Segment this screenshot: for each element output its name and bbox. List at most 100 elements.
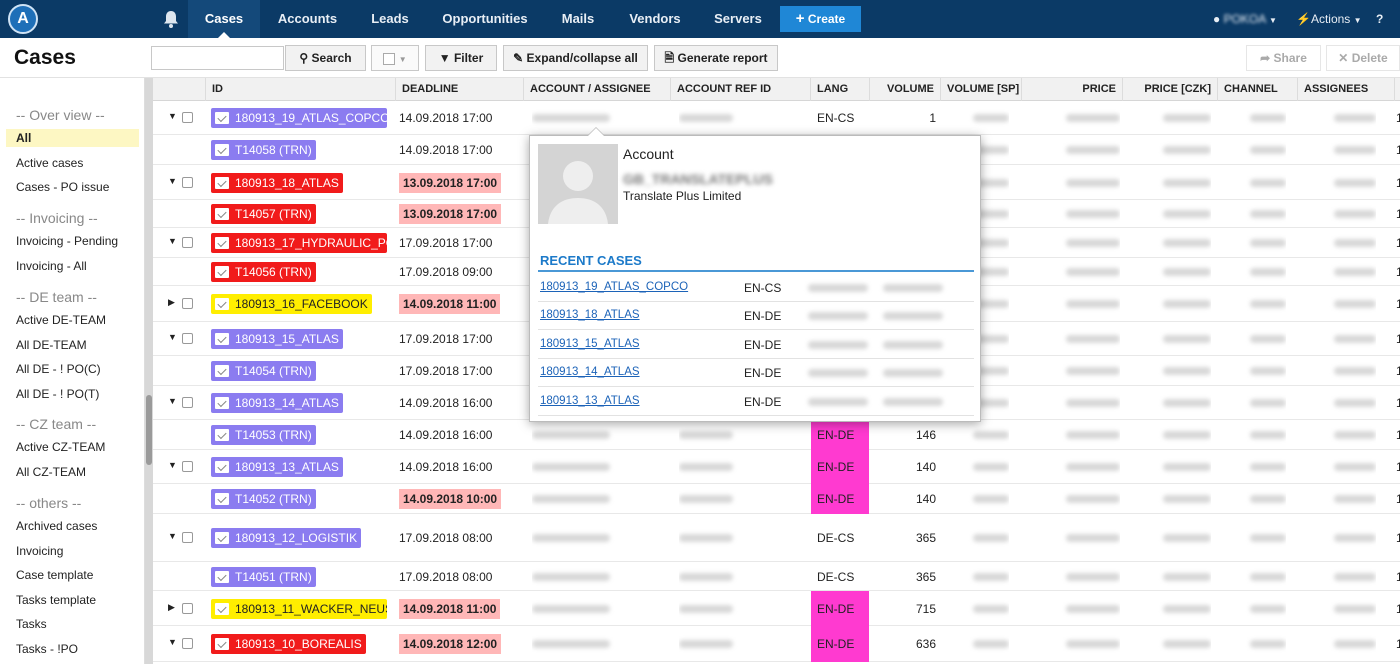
case-id-link[interactable]: 180913_14_ATLAS xyxy=(211,393,343,413)
recent-case-link[interactable]: 180913_13_ATLAS xyxy=(540,395,640,407)
column-header-volume[interactable]: VOLUME xyxy=(870,78,941,101)
column-header-account-ref-id[interactable]: ACCOUNT REF ID xyxy=(671,78,811,101)
sidebar-item-all-cz-team[interactable]: All CZ-TEAM xyxy=(16,464,86,479)
sidebar-item-tasks[interactable]: Tasks xyxy=(16,617,47,631)
sidebar-item-all-de-po-t[interactable]: All DE - ! PO(T) xyxy=(16,386,100,401)
expand-collapse-button[interactable]: ✎ Expand/collapse all xyxy=(503,45,648,71)
sidebar-item-cases-po-issue[interactable]: Cases - PO issue xyxy=(16,180,110,194)
case-id-link[interactable]: 180913_18_ATLAS xyxy=(211,172,343,193)
case-id-link[interactable]: 180913_13_ATLAS xyxy=(211,457,343,477)
case-id-link[interactable]: T14053 (TRN) xyxy=(211,425,316,445)
caret-down-icon[interactable]: ▼ xyxy=(168,637,177,647)
account-name[interactable]: GB_TRANSLATEPLUS xyxy=(623,171,773,187)
sidebar-item-active-cases[interactable]: Active cases xyxy=(16,155,84,170)
column-header-price-czk[interactable]: PRICE [CZK] xyxy=(1123,78,1218,101)
sidebar-item-tasks-template[interactable]: Tasks template xyxy=(16,592,97,607)
search-input[interactable] xyxy=(151,46,284,70)
filter-button[interactable]: ▼ Filter xyxy=(425,45,497,71)
row-checkbox[interactable] xyxy=(182,602,193,614)
sidebar-item-all[interactable]: All xyxy=(6,129,139,147)
sidebar-item-all-de-team[interactable]: All DE-TEAM xyxy=(16,337,87,352)
caret-down-icon[interactable]: ▼ xyxy=(168,175,177,186)
case-id-link[interactable]: T14054 (TRN) xyxy=(211,361,316,381)
recent-case-link[interactable]: 180913_18_ATLAS xyxy=(540,309,640,321)
caret-down-icon[interactable]: ▼ xyxy=(168,236,177,246)
case-id-link[interactable]: T14057 (TRN) xyxy=(211,204,316,224)
caret-down-icon[interactable]: ▼ xyxy=(168,332,177,342)
row-checkbox[interactable] xyxy=(182,298,193,309)
sidebar-item-invoicing-all[interactable]: Invoicing - All xyxy=(16,258,87,273)
column-header-lang[interactable]: LANG xyxy=(811,78,870,101)
nav-cases[interactable]: Cases xyxy=(188,0,260,38)
caret-right-icon[interactable]: ▶ xyxy=(168,297,175,307)
nav-mails[interactable]: Mails xyxy=(561,11,595,26)
case-id-link[interactable]: T14052 (TRN) xyxy=(211,489,316,509)
column-header-channel[interactable]: CHANNEL xyxy=(1218,78,1298,101)
caret-down-icon[interactable]: ▼ xyxy=(168,531,177,541)
caret-down-icon[interactable]: ▼ xyxy=(168,460,177,470)
caret-right-icon[interactable]: ▶ xyxy=(168,601,175,612)
case-id-link[interactable]: 180913_15_ATLAS xyxy=(211,329,343,349)
sidebar-scrollbar[interactable] xyxy=(145,78,153,664)
help-menu[interactable]: ? He xyxy=(1376,0,1400,64)
sidebar-item-invoicing[interactable]: Invoicing xyxy=(16,543,64,558)
case-id-link[interactable]: 180913_12_LOGISTIK xyxy=(211,528,362,548)
column-header-account-assignee[interactable]: ACCOUNT / ASSIGNEE xyxy=(524,78,671,101)
row-checkbox[interactable] xyxy=(182,397,193,408)
table-row[interactable]: T14051 (TRN) 17.09.2018 08:00 DE-CS 365 1 xyxy=(153,562,1400,591)
case-id-link[interactable]: T14051 (TRN) xyxy=(211,566,316,587)
column-header-volume-sp[interactable]: VOLUME [SP] xyxy=(941,78,1022,101)
sidebar-item-all-de-po-c[interactable]: All DE - ! PO(C) xyxy=(16,362,101,376)
delete-button[interactable]: ✕ Delete xyxy=(1326,45,1400,71)
create-button[interactable]: + Create xyxy=(780,6,861,32)
row-checkbox[interactable] xyxy=(182,112,193,123)
row-checkbox[interactable] xyxy=(182,237,193,248)
sidebar-item-active-cz-team[interactable]: Active CZ-TEAM xyxy=(16,440,106,454)
case-id-link[interactable]: 180913_10_BOREALIS xyxy=(211,634,366,654)
nav-servers[interactable]: Servers xyxy=(714,11,762,26)
bell-icon[interactable] xyxy=(160,9,182,29)
table-row[interactable]: ▶ 180913_11_WACKER_NEUS 14.09.2018 11:00 EN… xyxy=(153,591,1400,626)
row-checkbox[interactable] xyxy=(182,461,193,472)
nav-accounts[interactable]: Accounts xyxy=(277,11,338,26)
column-header-assignees[interactable]: ASSIGNEES xyxy=(1298,78,1395,101)
sidebar-item-archived-cases[interactable]: Archived cases xyxy=(16,519,98,533)
column-header-w[interactable]: W xyxy=(1395,78,1400,101)
row-checkbox[interactable] xyxy=(182,532,193,543)
case-id-link[interactable]: T14056 (TRN) xyxy=(211,262,316,282)
sidebar-item-tasks-po[interactable]: Tasks - !PO xyxy=(16,641,79,656)
actions-menu[interactable]: ⚡Actions ▼ xyxy=(1296,0,1362,38)
case-id-link[interactable]: 180913_16_FACEBOOK xyxy=(211,294,372,314)
table-row[interactable]: ▼ 180913_12_LOGISTIK 17.09.2018 08:00 DE-CS… xyxy=(153,514,1400,562)
table-row[interactable]: ▼ 180913_13_ATLAS 14.09.2018 16:00 EN-DE 140… xyxy=(153,450,1400,484)
case-id-link[interactable]: 180913_17_HYDRAULIC_PO xyxy=(211,233,387,253)
nav-leads[interactable]: Leads xyxy=(371,11,409,26)
nav-opportunities[interactable]: Opportunities xyxy=(442,11,528,26)
column-header-price[interactable]: PRICE xyxy=(1022,78,1123,101)
caret-down-icon[interactable]: ▼ xyxy=(168,396,177,406)
sidebar-item-active-de-team[interactable]: Active DE-TEAM xyxy=(16,313,107,327)
row-checkbox[interactable] xyxy=(182,333,193,344)
table-row[interactable]: T14052 (TRN) 14.09.2018 10:00 EN-DE 140 1 xyxy=(153,484,1400,514)
table-row[interactable]: ▼ 180913_10_BOREALIS 14.09.2018 12:00 EN-DE… xyxy=(153,626,1400,662)
generate-report-button[interactable]: 🗎 Generate report xyxy=(654,45,778,71)
row-checkbox[interactable] xyxy=(182,638,193,649)
table-row[interactable]: T14053 (TRN) 14.09.2018 16:00 EN-DE 146 1 xyxy=(153,420,1400,450)
caret-down-icon[interactable]: ▼ xyxy=(168,111,177,121)
share-button[interactable]: ➦ Share xyxy=(1246,45,1321,71)
column-header-deadline[interactable]: DEADLINE xyxy=(396,78,524,101)
case-id-link[interactable]: 180913_19_ATLAS_COPCO xyxy=(211,108,387,128)
column-header-id[interactable]: ID xyxy=(206,78,396,101)
sidebar-item-invoicing-pending[interactable]: Invoicing - Pending xyxy=(16,234,119,248)
user-menu[interactable]: ● POKOA ▼ xyxy=(1213,0,1277,38)
table-row[interactable]: ▼ 180913_19_ATLAS_COPCO 14.09.2018 17:00 EN… xyxy=(153,101,1400,135)
scrollbar-thumb[interactable] xyxy=(146,395,152,465)
app-logo[interactable]: A xyxy=(8,4,38,34)
select-dropdown[interactable]: ▼ xyxy=(371,45,419,71)
case-id-link[interactable]: 180913_11_WACKER_NEUS xyxy=(211,598,387,619)
recent-case-link[interactable]: 180913_19_ATLAS_COPCO xyxy=(540,281,689,293)
case-id-link[interactable]: T14058 (TRN) xyxy=(211,140,316,160)
recent-case-link[interactable]: 180913_14_ATLAS xyxy=(540,366,640,378)
row-checkbox[interactable] xyxy=(182,176,193,188)
sidebar-item-case-template[interactable]: Case template xyxy=(16,568,94,582)
